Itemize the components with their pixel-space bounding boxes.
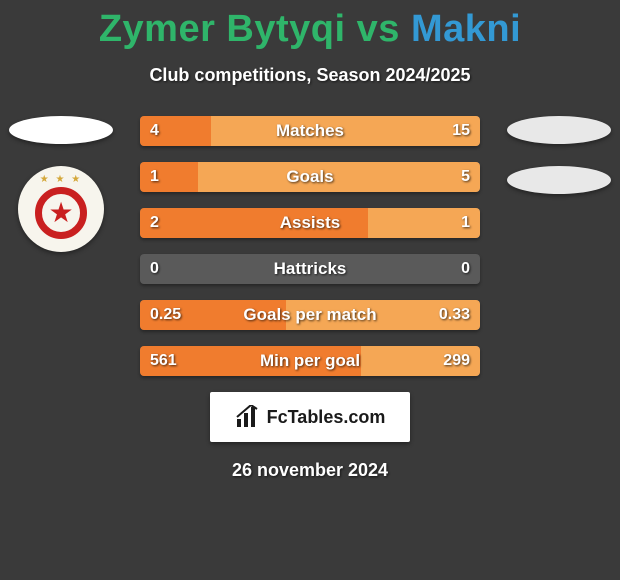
stat-row: 00Hattricks: [140, 254, 480, 284]
stat-fill-right: [286, 300, 480, 330]
stat-fill-right: [361, 346, 480, 376]
brand-text: FcTables.com: [267, 407, 386, 428]
player2-column: [504, 116, 614, 216]
chart-icon: [235, 405, 261, 429]
player2-ellipse-icon: [507, 116, 611, 144]
stat-bars: 415Matches 15Goals 21Assists 00Hattricks 0.2…: [140, 116, 480, 376]
stat-row: 561299Min per goal: [140, 346, 480, 376]
stat-fill-left: [140, 208, 368, 238]
stat-fill-right: [198, 162, 480, 192]
club-ring-icon: ★: [35, 187, 87, 239]
player1-column: ★ ★ ★ ★: [6, 116, 116, 252]
player2-name: Makni: [411, 8, 521, 50]
club-center-star-icon: ★: [48, 199, 73, 227]
stat-fill-right: [368, 208, 480, 238]
stat-row: 21Assists: [140, 208, 480, 238]
stat-row: 15Goals: [140, 162, 480, 192]
player1-club-badge: ★ ★ ★ ★: [18, 166, 104, 252]
vs-text: vs: [357, 8, 400, 50]
club-stars-icon: ★ ★ ★: [40, 174, 82, 185]
player1-name: Zymer Bytyqi: [99, 8, 346, 50]
stat-row: 415Matches: [140, 116, 480, 146]
player1-ellipse-icon: [9, 116, 113, 144]
player2-ellipse-icon: [507, 166, 611, 194]
stat-fill-left: [140, 116, 211, 146]
stat-fill-left: [140, 162, 198, 192]
stat-fill-left: [140, 346, 361, 376]
source-logo: FcTables.com: [210, 392, 410, 442]
stat-fill-left: [140, 300, 286, 330]
stat-fill-right: [211, 116, 480, 146]
comparison-body: ★ ★ ★ ★ 415Matches 15Goals 21Assists 00Hatt…: [0, 116, 620, 481]
stat-row: 0.250.33Goals per match: [140, 300, 480, 330]
subtitle: Club competitions, Season 2024/2025: [0, 65, 620, 86]
comparison-title: Zymer Bytyqi vs Makni: [0, 0, 620, 51]
snapshot-date: 26 november 2024: [0, 460, 620, 481]
